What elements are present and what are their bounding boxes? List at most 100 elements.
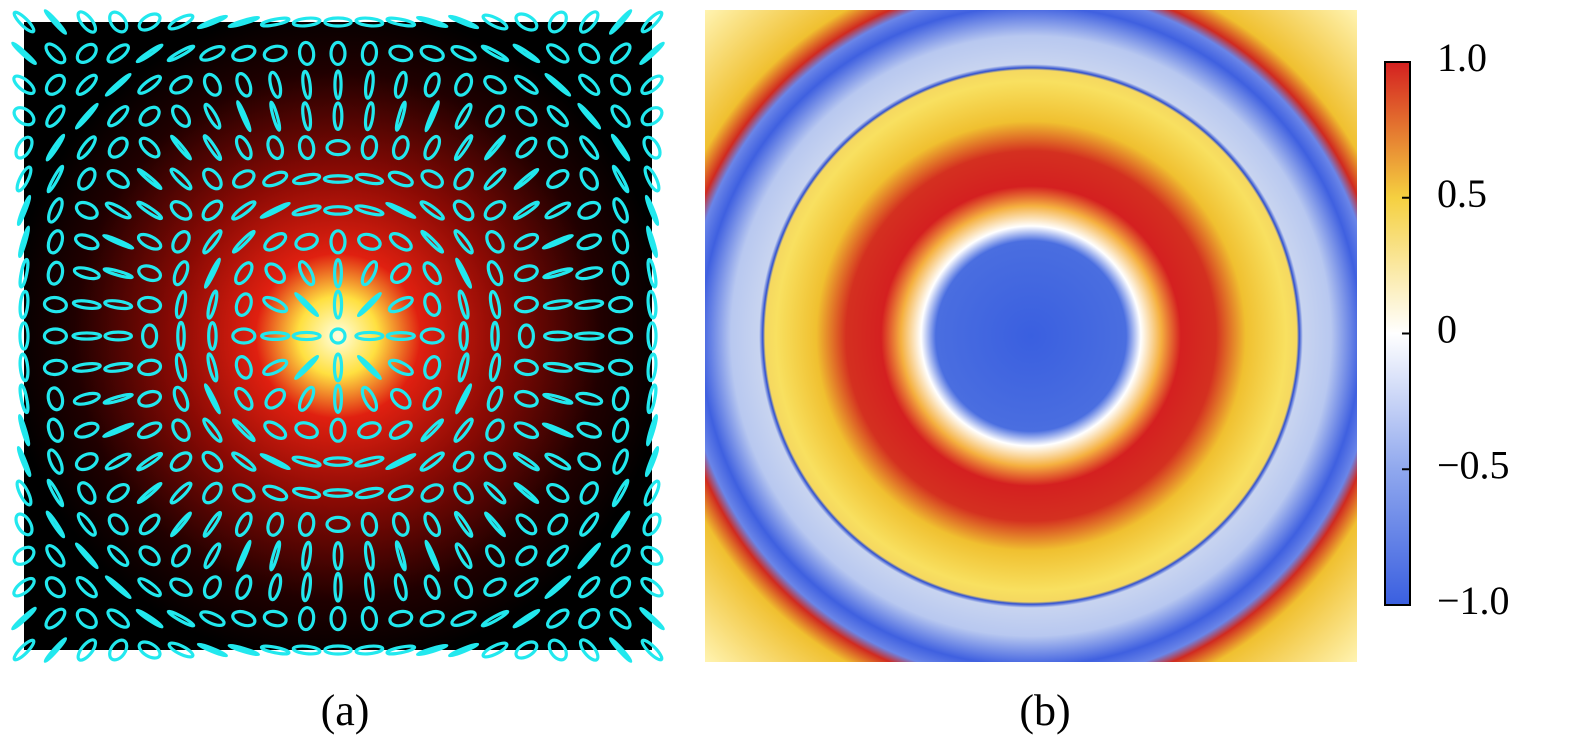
ellipse — [391, 135, 410, 161]
ellipse — [420, 229, 445, 254]
ellipse — [419, 609, 445, 628]
ellipse — [389, 262, 412, 285]
ellipse — [262, 484, 289, 502]
ellipse — [138, 513, 161, 536]
ellipse — [174, 352, 188, 383]
ellipse — [106, 43, 130, 64]
ellipse — [424, 539, 441, 572]
ellipse — [515, 545, 538, 567]
ellipse — [104, 72, 132, 97]
ellipse — [259, 201, 291, 220]
ellipse — [323, 456, 353, 467]
ellipse — [297, 135, 316, 161]
ellipse — [76, 135, 97, 160]
ellipse — [262, 44, 288, 63]
ellipse — [453, 417, 474, 443]
ellipse — [423, 355, 442, 380]
ellipse — [394, 540, 407, 572]
ellipse — [301, 540, 313, 571]
ellipse — [74, 421, 100, 439]
ellipse — [166, 44, 196, 63]
ellipse — [576, 421, 602, 439]
ellipse — [75, 73, 98, 96]
ellipse — [546, 168, 570, 190]
ellipse — [354, 330, 385, 342]
ellipse — [75, 576, 98, 599]
ellipse — [171, 418, 191, 442]
ellipse — [453, 167, 474, 191]
ellipse — [642, 512, 662, 537]
ellipse — [297, 606, 316, 632]
ellipse — [333, 571, 343, 603]
ellipse — [387, 170, 414, 188]
ellipse — [643, 479, 661, 507]
ellipse — [542, 267, 574, 280]
ellipse — [448, 642, 480, 658]
ellipse — [231, 609, 257, 628]
ellipse — [47, 448, 64, 475]
ellipse — [544, 575, 572, 600]
ellipse — [232, 169, 256, 189]
ellipse — [102, 267, 134, 280]
ellipse — [514, 74, 539, 95]
ellipse — [481, 13, 509, 31]
ellipse — [202, 229, 223, 255]
ellipse — [457, 352, 470, 383]
ellipse — [354, 172, 385, 186]
ellipse — [388, 44, 414, 63]
ellipse — [610, 576, 632, 599]
ellipse — [575, 266, 604, 281]
colorbar-tick-label: 1.0 — [1437, 35, 1487, 80]
ellipse — [106, 608, 130, 629]
ellipse — [72, 391, 101, 406]
ellipse — [269, 100, 282, 132]
ellipse — [135, 608, 164, 629]
ellipse — [291, 486, 322, 500]
ellipse — [385, 644, 417, 656]
ellipse — [260, 331, 291, 341]
ellipse — [74, 452, 99, 472]
ellipse — [46, 386, 65, 412]
ellipse — [579, 512, 600, 537]
ellipse — [231, 418, 256, 443]
ellipse — [453, 134, 474, 162]
ellipse — [297, 260, 316, 287]
ellipse — [42, 327, 69, 345]
ellipse — [513, 358, 539, 377]
ellipse — [71, 361, 102, 373]
ellipse — [389, 387, 412, 410]
ellipse — [360, 260, 379, 287]
ellipse — [264, 262, 287, 285]
ellipse — [612, 197, 629, 224]
ellipse — [46, 164, 65, 194]
ellipse — [424, 100, 441, 133]
ellipse — [544, 452, 572, 471]
ellipse — [102, 422, 135, 439]
ellipse — [71, 331, 103, 341]
ellipse — [169, 75, 193, 95]
ellipse — [646, 257, 658, 289]
ellipse — [44, 42, 67, 65]
ellipse — [137, 12, 162, 32]
ellipse — [544, 72, 572, 97]
ellipse — [107, 513, 129, 536]
ellipse — [646, 289, 658, 320]
ellipse — [43, 637, 68, 663]
ellipse — [480, 44, 510, 63]
ellipse — [46, 229, 65, 255]
ellipse — [579, 167, 599, 191]
ellipse — [322, 174, 354, 184]
ellipse — [394, 100, 407, 132]
ellipse — [577, 452, 602, 472]
ellipse — [266, 135, 285, 161]
ellipse — [354, 455, 385, 468]
ellipse — [639, 41, 665, 66]
ellipse — [104, 201, 132, 220]
ellipse — [454, 102, 473, 130]
ellipse — [419, 451, 445, 472]
ellipse — [646, 352, 658, 383]
ellipse — [514, 640, 539, 660]
ellipse — [264, 387, 287, 410]
ellipse — [643, 165, 661, 193]
ellipse — [645, 225, 659, 258]
